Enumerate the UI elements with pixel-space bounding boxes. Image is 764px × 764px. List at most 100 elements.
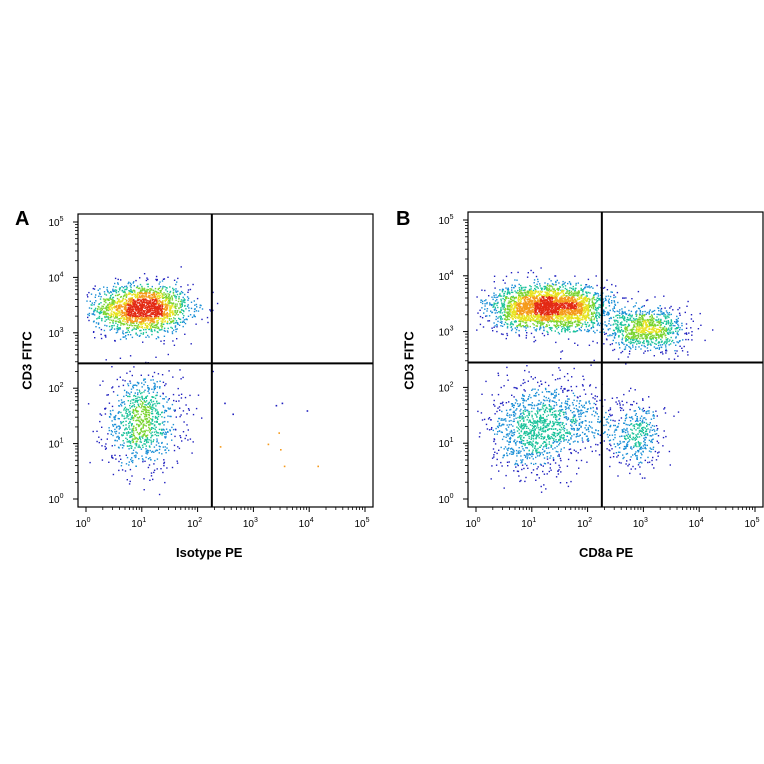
event-dot — [623, 431, 625, 433]
event-dot — [550, 327, 552, 329]
y-tick-exponent: 2 — [60, 382, 64, 389]
event-dot — [165, 296, 167, 298]
event-dot — [674, 352, 677, 355]
event-dot — [547, 333, 549, 336]
event-dot — [150, 315, 152, 318]
event-dot — [572, 392, 575, 394]
event-dot — [144, 443, 146, 445]
event-dot — [137, 383, 140, 385]
event-dot — [569, 287, 571, 289]
event-dot — [518, 429, 520, 431]
event-dot — [595, 275, 597, 277]
event-dot — [555, 395, 557, 397]
event-dot — [108, 461, 110, 463]
event-dot — [620, 462, 622, 464]
event-dot — [142, 320, 145, 322]
event-dot — [554, 436, 557, 438]
event-dot — [148, 309, 150, 311]
event-dot — [162, 314, 164, 316]
event-dot — [141, 396, 143, 398]
event-dot — [141, 397, 143, 399]
event-dot — [665, 310, 668, 312]
events — [86, 266, 319, 496]
event-dot — [174, 294, 176, 297]
event-dot — [161, 441, 163, 444]
event-dot — [139, 421, 142, 424]
event-dot — [674, 350, 676, 352]
event-dot — [552, 439, 555, 441]
event-dot — [133, 395, 135, 397]
event-dot — [150, 325, 152, 327]
event-dot — [142, 315, 144, 317]
event-dot — [155, 303, 157, 305]
event-dot — [165, 302, 167, 305]
event-dot — [556, 419, 558, 421]
event-dot — [538, 385, 541, 387]
event-dot — [478, 436, 481, 438]
event-dot — [506, 374, 508, 376]
event-dot — [122, 421, 125, 423]
event-dot — [135, 303, 138, 305]
event-dot — [112, 290, 114, 293]
event-dot — [519, 403, 521, 405]
event-dot — [648, 461, 651, 463]
event-dot — [130, 288, 132, 291]
event-dot — [127, 334, 129, 336]
event-dot — [117, 308, 119, 310]
event-dot — [476, 296, 478, 298]
event-dot — [544, 399, 546, 402]
event-dot — [124, 306, 127, 308]
event-dot — [146, 327, 149, 329]
event-dot — [178, 307, 180, 309]
event-dot — [570, 427, 573, 430]
event-dot — [170, 311, 172, 313]
event-dot — [517, 427, 520, 429]
event-dot — [503, 323, 506, 326]
event-dot — [149, 424, 151, 426]
event-dot — [158, 312, 160, 315]
event-dot — [185, 318, 188, 320]
event-dot — [515, 417, 517, 419]
event-dot — [142, 313, 144, 316]
event-dot — [165, 309, 168, 311]
event-dot — [649, 435, 651, 437]
event-dot — [143, 409, 145, 411]
event-dot — [511, 394, 513, 396]
event-dot — [145, 438, 147, 441]
event-dot — [532, 449, 534, 451]
event-dot — [559, 437, 561, 439]
event-dot — [162, 315, 164, 317]
event-dot — [568, 408, 570, 410]
event-dot — [128, 426, 130, 429]
event-dot — [640, 434, 643, 437]
event-dot — [669, 339, 671, 341]
event-dot — [151, 405, 154, 407]
event-dot — [119, 328, 121, 330]
event-dot — [495, 296, 497, 299]
event-dot — [88, 319, 90, 322]
event-dot — [127, 310, 130, 312]
event-dot — [153, 382, 155, 384]
event-dot — [626, 452, 629, 455]
event-dot — [620, 352, 622, 354]
event-dot — [129, 413, 131, 415]
event-dot — [176, 311, 178, 313]
event-dot — [625, 414, 627, 417]
event-dot — [641, 344, 643, 347]
event-dot — [507, 433, 509, 435]
event-dot — [118, 321, 120, 323]
event-dot — [141, 307, 143, 310]
event-dot — [148, 387, 150, 389]
event-dot — [114, 301, 117, 303]
event-dot — [160, 293, 163, 295]
event-dot — [559, 438, 561, 441]
event-dot — [174, 314, 176, 316]
event-dot — [159, 423, 161, 425]
event-dot — [577, 440, 579, 443]
event-dot — [139, 441, 141, 443]
event-dot — [123, 319, 126, 321]
event-dot — [571, 421, 573, 423]
event-dot — [589, 407, 592, 409]
event-dot — [153, 407, 155, 409]
event-dot — [129, 312, 131, 314]
